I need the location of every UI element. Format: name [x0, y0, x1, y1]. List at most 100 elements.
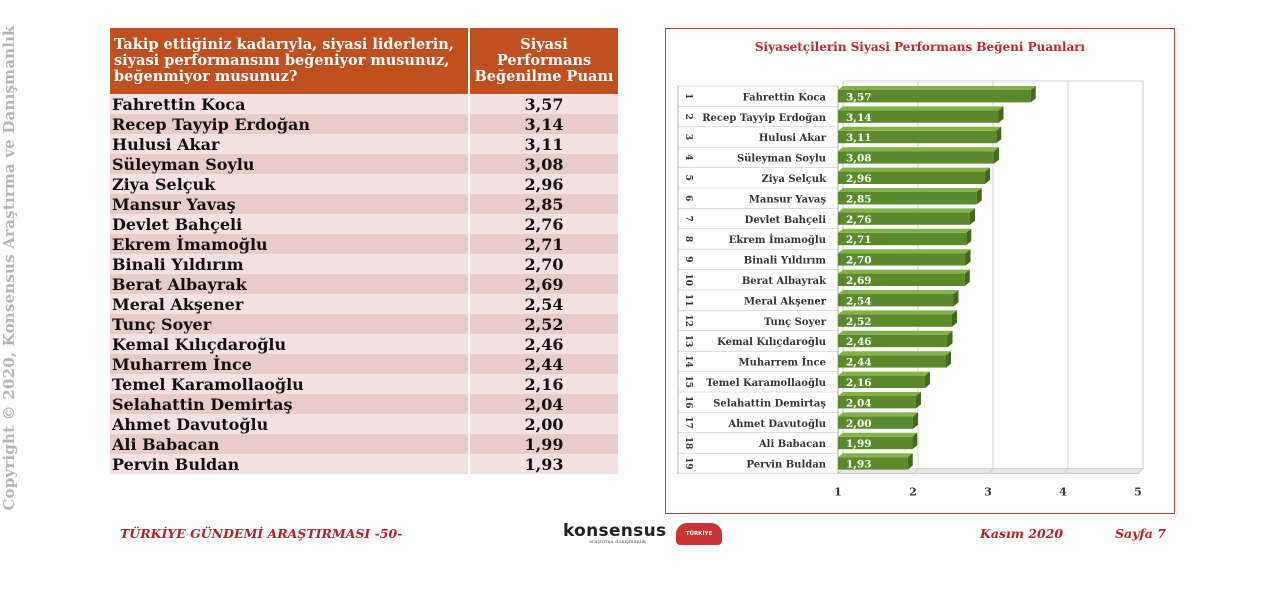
footer-page-number: Sayfa 7 — [1115, 526, 1166, 541]
bar — [838, 334, 948, 348]
table-row: Kemal Kılıçdaroğlu 2,46 — [110, 334, 618, 354]
table-row: Muharrem İnce 2,44 — [110, 354, 618, 374]
politician-name: Mansur Yavaş — [110, 194, 469, 214]
rank-label: 6 — [683, 195, 693, 201]
bar — [838, 294, 954, 307]
bar-value-label: 2,46 — [846, 336, 872, 348]
bar-value-label: 2,76 — [846, 214, 872, 226]
bar-side-face — [916, 392, 921, 409]
bar — [838, 355, 946, 368]
bar-side-face — [912, 432, 918, 450]
politician-score: 2,54 — [468, 294, 618, 314]
category-label: Muharrem İnce — [739, 356, 826, 369]
bar-value-label: 1,93 — [846, 459, 872, 471]
bar-top-face — [838, 412, 918, 417]
survey-badge-logo: TÜRKİYE GÜNDEMİ ARAŞTIRMASI — [676, 523, 722, 581]
chart-panel: Siyasetçilerin Siyasi Performans Beğeni … — [665, 28, 1175, 514]
category-label: Hulusi Akar — [759, 133, 827, 144]
politician-score: 3,57 — [468, 94, 618, 114]
politician-name: Kemal Kılıçdaroğlu — [110, 334, 469, 354]
bar-value-label: 2,96 — [846, 173, 872, 185]
bar-top-face — [838, 453, 913, 458]
table-row: Ziya Selçuk 2,96 — [110, 174, 618, 194]
table-row: Ekrem İmamoğlu 2,71 — [110, 234, 618, 254]
bar-side-face — [964, 269, 970, 286]
bar — [838, 396, 916, 409]
politician-score: 2,96 — [468, 174, 618, 194]
politician-score: 2,16 — [468, 374, 618, 394]
table-body: Fahrettin Koca 3,57 Recep Tayyip Erdoğan 3,… — [110, 94, 618, 474]
category-label: Kemal Kılıçdaroğlu — [717, 337, 826, 348]
bar-top-face — [838, 106, 1004, 111]
gridline-floor — [987, 468, 994, 474]
politician-name: Recep Tayyip Erdoğan — [110, 114, 469, 134]
x-tick-label: 5 — [1134, 486, 1142, 499]
bar-side-face — [907, 453, 913, 470]
rank-label: 8 — [683, 236, 693, 242]
bar-value-label: 3,57 — [846, 91, 872, 103]
rank-label: 13 — [683, 335, 693, 348]
table-row: Fahrettin Koca 3,57 — [110, 94, 618, 114]
logo-text: konsensus — [563, 521, 667, 541]
politician-name: Hulusi Akar — [110, 134, 469, 154]
bar-value-label: 2,52 — [846, 316, 872, 328]
rank-label: 9 — [683, 256, 693, 262]
bar-value-label: 2,16 — [846, 377, 872, 389]
politician-name: Berat Albayrak — [110, 274, 469, 294]
rank-label: 3 — [683, 134, 693, 140]
bar-side-face — [965, 249, 971, 266]
bar — [838, 232, 967, 246]
bar — [838, 375, 925, 388]
bar-top-face — [838, 371, 930, 376]
table-row: Hulusi Akar 3,11 — [110, 134, 618, 154]
politician-score: 2,76 — [468, 214, 618, 234]
bar-side-face — [952, 310, 957, 327]
score-header: Siyasi Performans Beğenilme Puanı — [468, 28, 618, 94]
table-row: Temel Karamollaoğlu 2,16 — [110, 374, 618, 394]
rank-label: 18 — [683, 437, 693, 450]
bar-value-label: 2,04 — [846, 397, 872, 409]
category-label: Ali Babacan — [758, 439, 827, 450]
politician-score: 2,46 — [468, 334, 618, 354]
x-tick-label: 4 — [1059, 486, 1067, 499]
bar-value-label: 3,08 — [846, 153, 872, 165]
bar — [838, 314, 952, 327]
bar — [838, 253, 966, 266]
category-label: Ekrem İmamoğlu — [729, 233, 826, 246]
chart-title: Siyasetçilerin Siyasi Performans Beğeni … — [754, 40, 1086, 54]
politician-name: Ziya Selçuk — [110, 174, 469, 194]
rank-label: 19 — [683, 457, 693, 470]
x-tick-label: 3 — [984, 486, 992, 499]
table-row: Recep Tayyip Erdoğan 3,14 — [110, 114, 618, 134]
category-label: Binali Yıldırım — [744, 256, 827, 267]
bar-side-face — [913, 412, 918, 429]
bar-top-face — [838, 188, 982, 192]
bar-top-face — [838, 392, 921, 396]
politician-score: 2,85 — [468, 194, 618, 214]
politician-name: Ahmet Davutoğlu — [110, 414, 469, 434]
bar — [838, 110, 999, 123]
bar-side-face — [966, 228, 972, 246]
bar — [838, 436, 913, 450]
footer-survey-title: TÜRKİYE GÜNDEMİ ARAŞTIRMASI -50- — [120, 526, 403, 541]
x-tick-label: 2 — [909, 486, 917, 499]
bar-value-label: 2,85 — [846, 193, 872, 205]
category-label: Devlet Bahçeli — [745, 215, 827, 226]
bar-top-face — [838, 228, 972, 233]
gridline-floor — [1062, 468, 1069, 474]
bar-top-face — [838, 249, 971, 254]
bar-top-face — [838, 290, 959, 294]
bar — [838, 457, 908, 470]
bar-side-face — [985, 167, 990, 184]
bar-top-face — [838, 310, 957, 315]
bar — [838, 130, 997, 144]
bar-side-face — [947, 330, 953, 348]
table-row: Süleyman Soylu 3,08 — [110, 154, 618, 174]
category-label: Selahattin Demirtaş — [713, 398, 826, 409]
table-row: Meral Akşener 2,54 — [110, 294, 618, 314]
bar-side-face — [996, 126, 1002, 144]
bar-value-label: 3,14 — [846, 112, 872, 124]
politician-name: Temel Karamollaoğlu — [110, 374, 469, 394]
bar — [838, 171, 985, 184]
table-row: Binali Yıldırım 2,70 — [110, 254, 618, 274]
